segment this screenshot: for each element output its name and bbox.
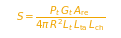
Text: $S = \dfrac{P_t\,G_t\,A_{\mathrm{re}}}{4\pi\,R^2 L_t\,L_{\mathrm{ta}}\,L_{\mathr: $S = \dfrac{P_t\,G_t\,A_{\mathrm{re}}}{4… [16,5,105,33]
